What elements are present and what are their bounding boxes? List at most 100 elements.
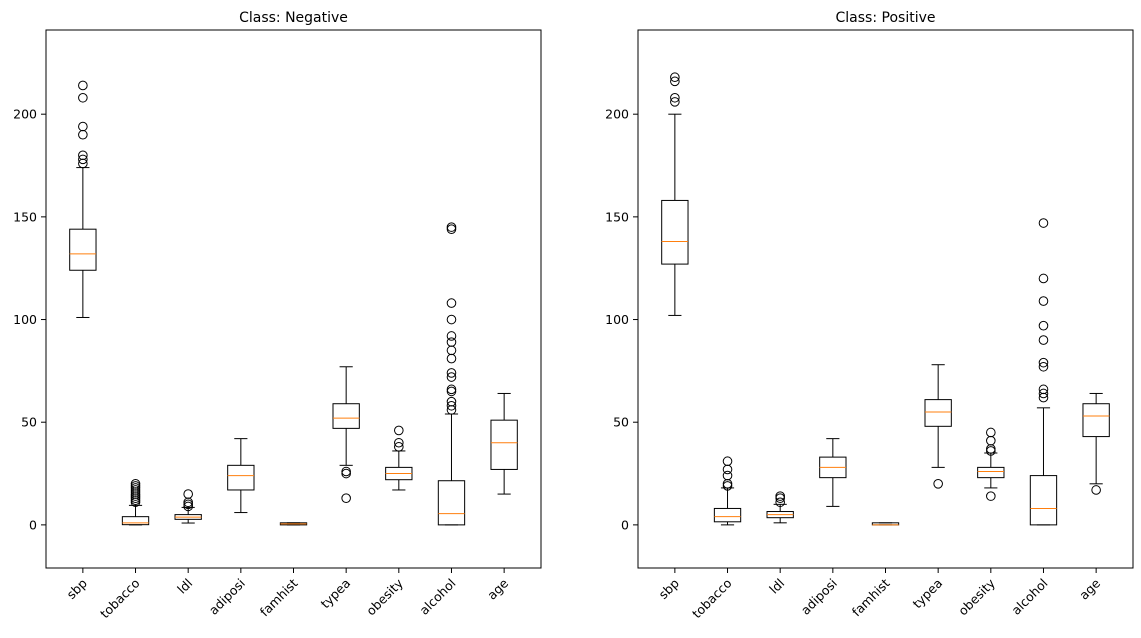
outlier-point (1038, 335, 1049, 345)
box-sbp (661, 72, 689, 316)
panel-title: Class: Positive (836, 10, 936, 26)
y-tick-label: 150 (605, 209, 629, 224)
y-tick-label: 0 (29, 517, 37, 532)
box-sbp (69, 80, 97, 318)
outlier-point (1038, 320, 1049, 331)
axes-frame (45, 29, 542, 569)
box-iqr (713, 507, 742, 523)
outlier-point (446, 386, 457, 397)
box-obesity (385, 425, 413, 491)
box-famhist (871, 522, 900, 526)
y-tick-label: 150 (13, 209, 37, 224)
outlier-point (986, 427, 996, 438)
axes-frame (637, 29, 1134, 569)
outlier-point (1038, 296, 1049, 306)
outlier-point (183, 489, 193, 499)
outlier-point (986, 435, 996, 446)
x-tick-label: age (484, 575, 511, 602)
outlier-point (670, 92, 680, 103)
x-tick-label: tobacco (689, 576, 735, 622)
outlier-point (1038, 361, 1049, 372)
box-iqr (924, 399, 952, 427)
box-iqr (121, 516, 150, 526)
outlier-point (446, 345, 457, 356)
y-tick-label: 100 (605, 312, 629, 327)
outlier-point (78, 121, 88, 132)
x-tick-label: ldl (174, 576, 195, 597)
outlier-point (78, 154, 88, 165)
x-tick-label: adiposi (206, 576, 248, 618)
x-tick-label: adiposi (798, 576, 840, 618)
outlier-point (78, 92, 88, 103)
box-alcohol (437, 222, 466, 526)
box-iqr (977, 466, 1005, 479)
box-obesity (977, 427, 1005, 501)
outlier-point (722, 479, 733, 489)
outlier-point (1091, 485, 1101, 495)
outlier-point (446, 384, 457, 395)
box-typea (332, 366, 360, 503)
box-age (1082, 392, 1110, 495)
outlier-point (722, 470, 733, 481)
panel-title: Class: Negative (239, 10, 348, 26)
outlier-point (670, 72, 680, 83)
box-typea (924, 364, 952, 489)
box-alcohol (1029, 218, 1058, 526)
outlier-point (1038, 273, 1049, 284)
box-iqr (227, 464, 255, 491)
box-iqr (1082, 403, 1110, 438)
outlier-point (446, 314, 457, 325)
outlier-point (722, 456, 733, 467)
y-tick-label: 0 (621, 517, 629, 532)
y-tick-label: 50 (21, 415, 37, 430)
x-tick-label: ldl (766, 576, 787, 597)
outlier-point (446, 222, 457, 232)
y-tick-label: 100 (13, 312, 37, 327)
x-tick-label: typea (910, 576, 946, 612)
outlier-point (446, 331, 457, 341)
outlier-point (446, 372, 457, 382)
x-tick-label: alcohol (1008, 576, 1050, 618)
negative-class-panel: Class: Negative 0 50 100 150 200 sbp tobacco ld… (13, 10, 542, 622)
box-iqr (437, 480, 466, 526)
x-tick-label: famhist (849, 575, 893, 619)
outlier-point (341, 493, 351, 503)
positive-class-panel: Class: Positive 0 50 100 150 200 sbp tobacco ld… (605, 10, 1134, 622)
box-iqr (490, 419, 518, 470)
outlier-point (394, 442, 404, 452)
outlier-point (1038, 388, 1049, 399)
outlier-point (130, 479, 141, 489)
x-tick-label: sbp (64, 575, 90, 601)
outlier-point (78, 80, 88, 91)
x-tick-label: tobacco (97, 576, 143, 622)
outlier-point (775, 497, 785, 508)
x-tick-label: obesity (955, 575, 998, 618)
outlier-point (446, 224, 457, 234)
y-tick-label: 200 (605, 107, 629, 122)
x-tick-label: famhist (257, 575, 301, 619)
box-iqr (69, 228, 97, 271)
box-adiposi (819, 438, 847, 507)
outlier-point (394, 425, 404, 436)
outlier-point (446, 400, 457, 411)
box-adiposi (227, 438, 255, 514)
x-tick-label: sbp (656, 575, 682, 601)
box-ldl (766, 491, 794, 524)
outlier-point (1038, 357, 1049, 368)
box-ldl (174, 489, 202, 524)
x-tick-label: typea (318, 576, 354, 612)
y-tick-label: 200 (13, 107, 37, 122)
box-famhist (279, 522, 308, 526)
outlier-point (775, 491, 785, 501)
outlier-point (986, 491, 996, 501)
outlier-point (446, 298, 457, 308)
outlier-point (670, 76, 680, 87)
box-tobacco (121, 479, 150, 526)
outlier-point (446, 353, 457, 364)
outlier-point (341, 466, 351, 477)
outlier-point (446, 396, 457, 407)
outlier-point (78, 150, 88, 161)
outlier-point (1038, 218, 1049, 228)
box-iqr (332, 403, 360, 429)
outlier-point (670, 97, 680, 107)
